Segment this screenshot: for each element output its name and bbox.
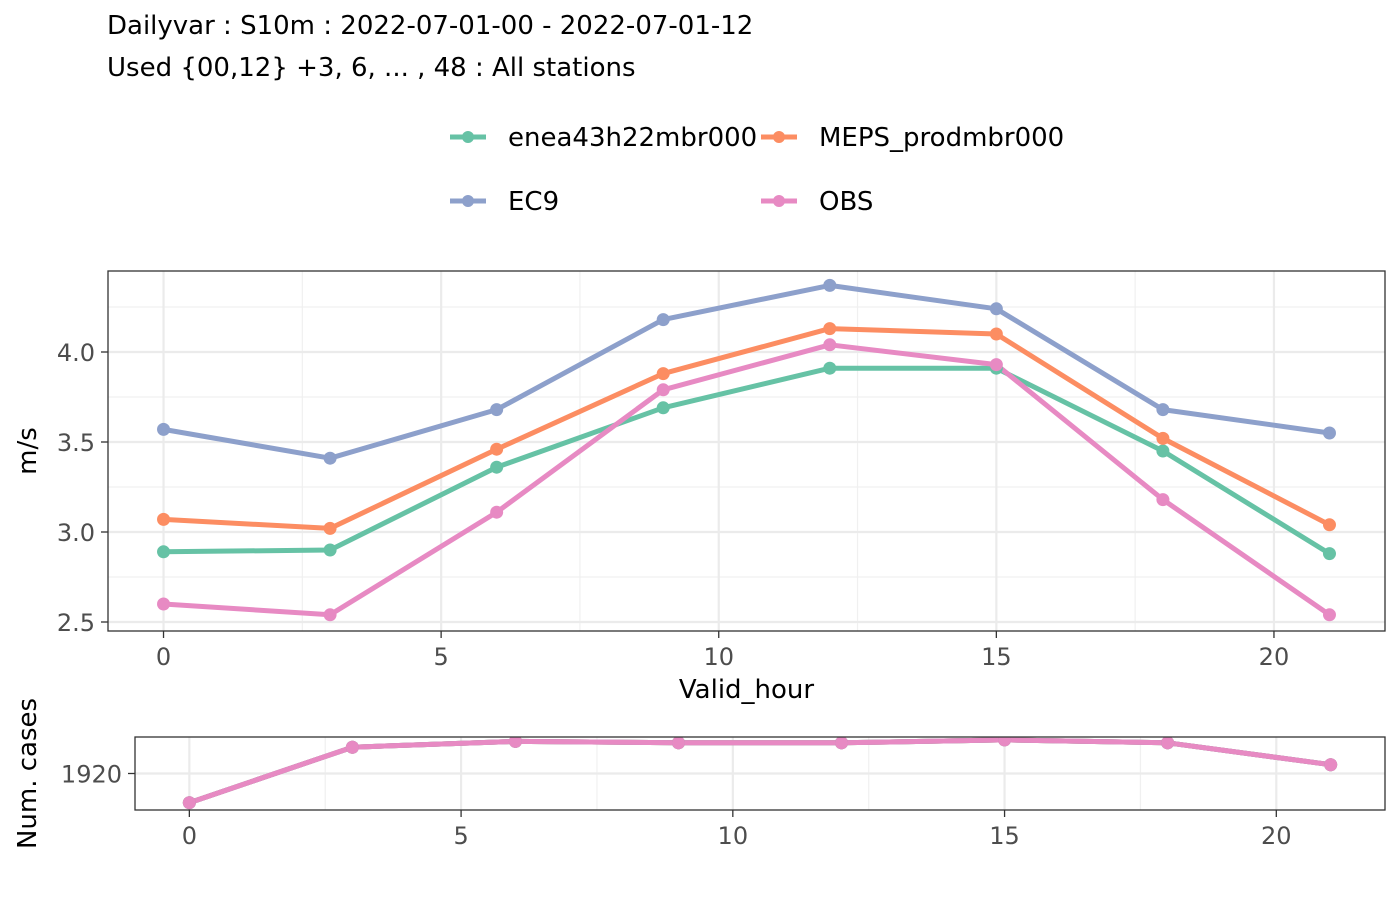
- data-point-OBS: [323, 608, 337, 622]
- x-tick-label: 10: [703, 643, 734, 671]
- data-point-EC9: [823, 278, 837, 292]
- series-marks: [182, 737, 1338, 810]
- legend-key-point: [462, 195, 474, 207]
- x-tick-label: 5: [433, 643, 448, 671]
- x-axis-title: Valid_hour: [679, 675, 815, 705]
- series-line-OBS: [161, 342, 1332, 618]
- axes: 0 5 10 15 20 1920 Num. cases: [13, 698, 1292, 850]
- data-point-enea43h22mbr000: [490, 460, 504, 474]
- data-point-MEPS_prodmbr000: [823, 322, 837, 336]
- data-point-OBS: [835, 737, 849, 750]
- legend-label: enea43h22mbr000: [508, 123, 757, 153]
- x-tick-label: 0: [182, 822, 197, 850]
- data-point-OBS: [1161, 737, 1175, 750]
- data-point-EC9: [656, 313, 670, 327]
- data-point-enea43h22mbr000: [157, 545, 171, 559]
- data-point-enea43h22mbr000: [823, 361, 837, 375]
- data-point-OBS: [345, 740, 359, 754]
- legend-item-obs: OBS: [761, 187, 873, 217]
- legend-label: EC9: [508, 187, 559, 217]
- x-tick-label: 0: [156, 643, 171, 671]
- data-point-OBS: [989, 358, 1003, 372]
- chart-subtitle: Used {00,12} +3, 6, ... , 48 : All stati…: [107, 53, 636, 83]
- series-marks: [157, 278, 1336, 622]
- x-tick-label: 15: [989, 822, 1020, 850]
- data-point-OBS: [656, 383, 670, 397]
- data-point-EC9: [989, 302, 1003, 316]
- legend-label: OBS: [819, 187, 873, 217]
- legend-label: MEPS_prodmbr000: [819, 123, 1064, 153]
- x-tick-label: 10: [718, 822, 749, 850]
- y-axis-title: m/s: [13, 427, 43, 475]
- data-point-enea43h22mbr000: [656, 401, 670, 415]
- y-tick-label: 4.0: [57, 339, 95, 367]
- x-tick-label: 20: [1259, 643, 1290, 671]
- data-point-EC9: [490, 403, 504, 417]
- data-point-OBS: [1324, 758, 1338, 772]
- data-point-OBS: [671, 737, 685, 750]
- data-point-enea43h22mbr000: [1156, 444, 1170, 458]
- main-plot-panel: 0 5 10 15 20 2.5 3.0 3.5 4.0 m/s Valid_hour: [13, 270, 1386, 705]
- data-point-OBS: [1156, 493, 1170, 507]
- legend-item-enea43h22mbr000: enea43h22mbr000: [450, 123, 757, 153]
- data-point-OBS: [490, 505, 504, 519]
- panel-background: [108, 271, 1385, 631]
- y-tick-label: 2.5: [57, 609, 95, 637]
- data-point-MEPS_prodmbr000: [490, 442, 504, 456]
- series-line-MEPS_prodmbr000: [161, 326, 1332, 531]
- panel-border: [107, 270, 1386, 632]
- data-point-OBS: [823, 338, 837, 352]
- data-point-MEPS_prodmbr000: [323, 521, 337, 535]
- x-tick-label: 5: [453, 822, 468, 850]
- data-point-enea43h22mbr000: [1322, 547, 1336, 561]
- data-point-OBS: [998, 737, 1012, 747]
- num-cases-plot-panel: 0 5 10 15 20 1920 Num. cases: [13, 698, 1386, 850]
- x-tick-label: 20: [1261, 822, 1292, 850]
- data-point-MEPS_prodmbr000: [1322, 518, 1336, 532]
- x-tick-label: 15: [981, 643, 1012, 671]
- data-point-OBS: [157, 597, 171, 611]
- data-point-EC9: [323, 451, 337, 465]
- data-point-MEPS_prodmbr000: [989, 327, 1003, 341]
- data-point-EC9: [1322, 426, 1336, 440]
- series-line-OBS: [186, 737, 1334, 806]
- series-line-enea43h22mbr000: [161, 365, 1332, 557]
- legend: enea43h22mbr000 MEPS_prodmbr000 EC9 OBS: [450, 123, 1064, 217]
- data-point-EC9: [157, 422, 171, 436]
- y-tick-label: 1920: [61, 761, 122, 789]
- data-point-EC9: [1156, 403, 1170, 417]
- data-point-MEPS_prodmbr000: [1156, 431, 1170, 445]
- legend-key-point: [462, 131, 474, 143]
- y-axis-title: Num. cases: [13, 698, 43, 849]
- data-point-OBS: [508, 737, 522, 748]
- y-tick-label: 3.5: [57, 429, 95, 457]
- legend-key-point: [773, 131, 785, 143]
- legend-key-point: [773, 195, 785, 207]
- chart-title: Dailyvar : S10m : 2022-07-01-00 - 2022-0…: [107, 11, 753, 41]
- gridlines: [135, 737, 1385, 810]
- series-line-EC9: [161, 282, 1332, 461]
- data-point-enea43h22mbr000: [323, 543, 337, 557]
- legend-item-meps-prodmbr000: MEPS_prodmbr000: [761, 123, 1064, 153]
- data-point-OBS: [182, 796, 196, 810]
- data-point-MEPS_prodmbr000: [656, 367, 670, 381]
- legend-item-ec9: EC9: [450, 187, 559, 217]
- axes: 0 5 10 15 20 2.5 3.0 3.5 4.0 m/s Valid_hour: [13, 339, 1289, 705]
- y-tick-label: 3.0: [57, 519, 95, 547]
- data-point-OBS: [1322, 608, 1336, 622]
- data-point-MEPS_prodmbr000: [157, 512, 171, 526]
